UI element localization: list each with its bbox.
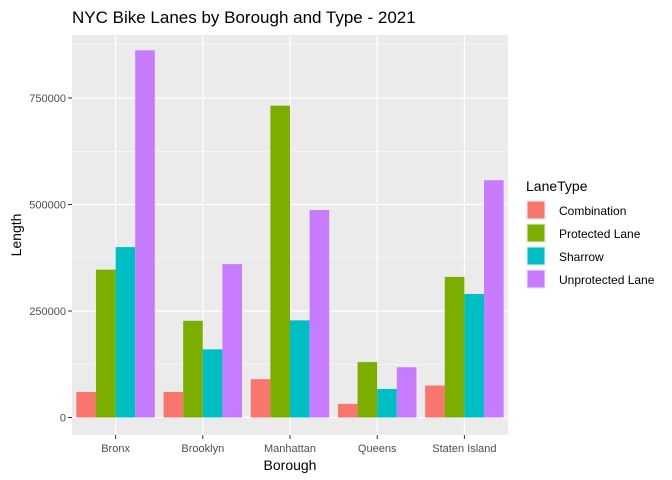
legend-label: Combination	[559, 204, 626, 218]
legend-label: Protected Lane	[559, 227, 641, 241]
bar-unprotected-lane-queens	[396, 367, 417, 418]
y-tick-label: 250000	[29, 306, 66, 318]
bar-unprotected-lane-staten-island	[484, 180, 504, 418]
legend-swatch-combination	[527, 201, 545, 219]
bar-unprotected-lane-bronx	[135, 50, 155, 418]
legend-swatch-unprotected-lane	[527, 270, 545, 288]
bar-sharrow-manhattan	[290, 320, 310, 418]
bar-protected-lane-bronx	[95, 269, 116, 418]
legend-label: Sharrow	[559, 250, 604, 264]
bar-sharrow-brooklyn	[202, 349, 223, 418]
bar-sharrow-staten-island	[464, 293, 485, 418]
chart-title: NYC Bike Lanes by Borough and Type - 202…	[72, 8, 416, 27]
bar-combination-bronx	[76, 391, 96, 418]
x-axis-title: Borough	[264, 457, 317, 473]
y-tick-label: 0	[60, 413, 66, 425]
y-axis-title: Length	[8, 214, 24, 257]
x-tick-label: Brooklyn	[181, 443, 224, 455]
bar-sharrow-bronx	[115, 247, 136, 418]
bar-protected-lane-brooklyn	[183, 320, 203, 418]
x-tick-label: Queens	[358, 443, 397, 455]
bar-unprotected-lane-manhattan	[309, 210, 330, 418]
bar-protected-lane-queens	[357, 362, 378, 418]
bar-protected-lane-manhattan	[270, 105, 290, 418]
bars-group	[76, 50, 504, 418]
legend-label: Unprotected Lane	[559, 273, 655, 287]
legend-swatch-protected-lane	[527, 224, 545, 242]
x-tick-label: Staten Island	[432, 443, 496, 455]
y-tick-label: 500000	[29, 200, 66, 212]
bar-sharrow-queens	[377, 388, 397, 418]
bar-combination-staten-island	[425, 385, 445, 418]
bar-combination-queens	[337, 403, 358, 418]
x-tick-label: Manhattan	[264, 443, 316, 455]
legend-title: LaneType	[526, 178, 588, 194]
legend: LaneType Combination Protected Lane Sharro…	[526, 178, 655, 289]
x-tick-label: Bronx	[101, 443, 130, 455]
bar-unprotected-lane-brooklyn	[222, 264, 243, 418]
x-axis: Bronx Brooklyn Manhattan Queens Staten Islan…	[101, 435, 497, 455]
y-tick-label: 750000	[29, 93, 66, 105]
y-axis: 0 250000 500000 750000	[29, 93, 72, 425]
legend-swatch-sharrow	[527, 247, 545, 265]
bar-combination-manhattan	[250, 379, 271, 418]
bar-protected-lane-staten-island	[444, 276, 465, 418]
bar-combination-brooklyn	[163, 391, 184, 418]
